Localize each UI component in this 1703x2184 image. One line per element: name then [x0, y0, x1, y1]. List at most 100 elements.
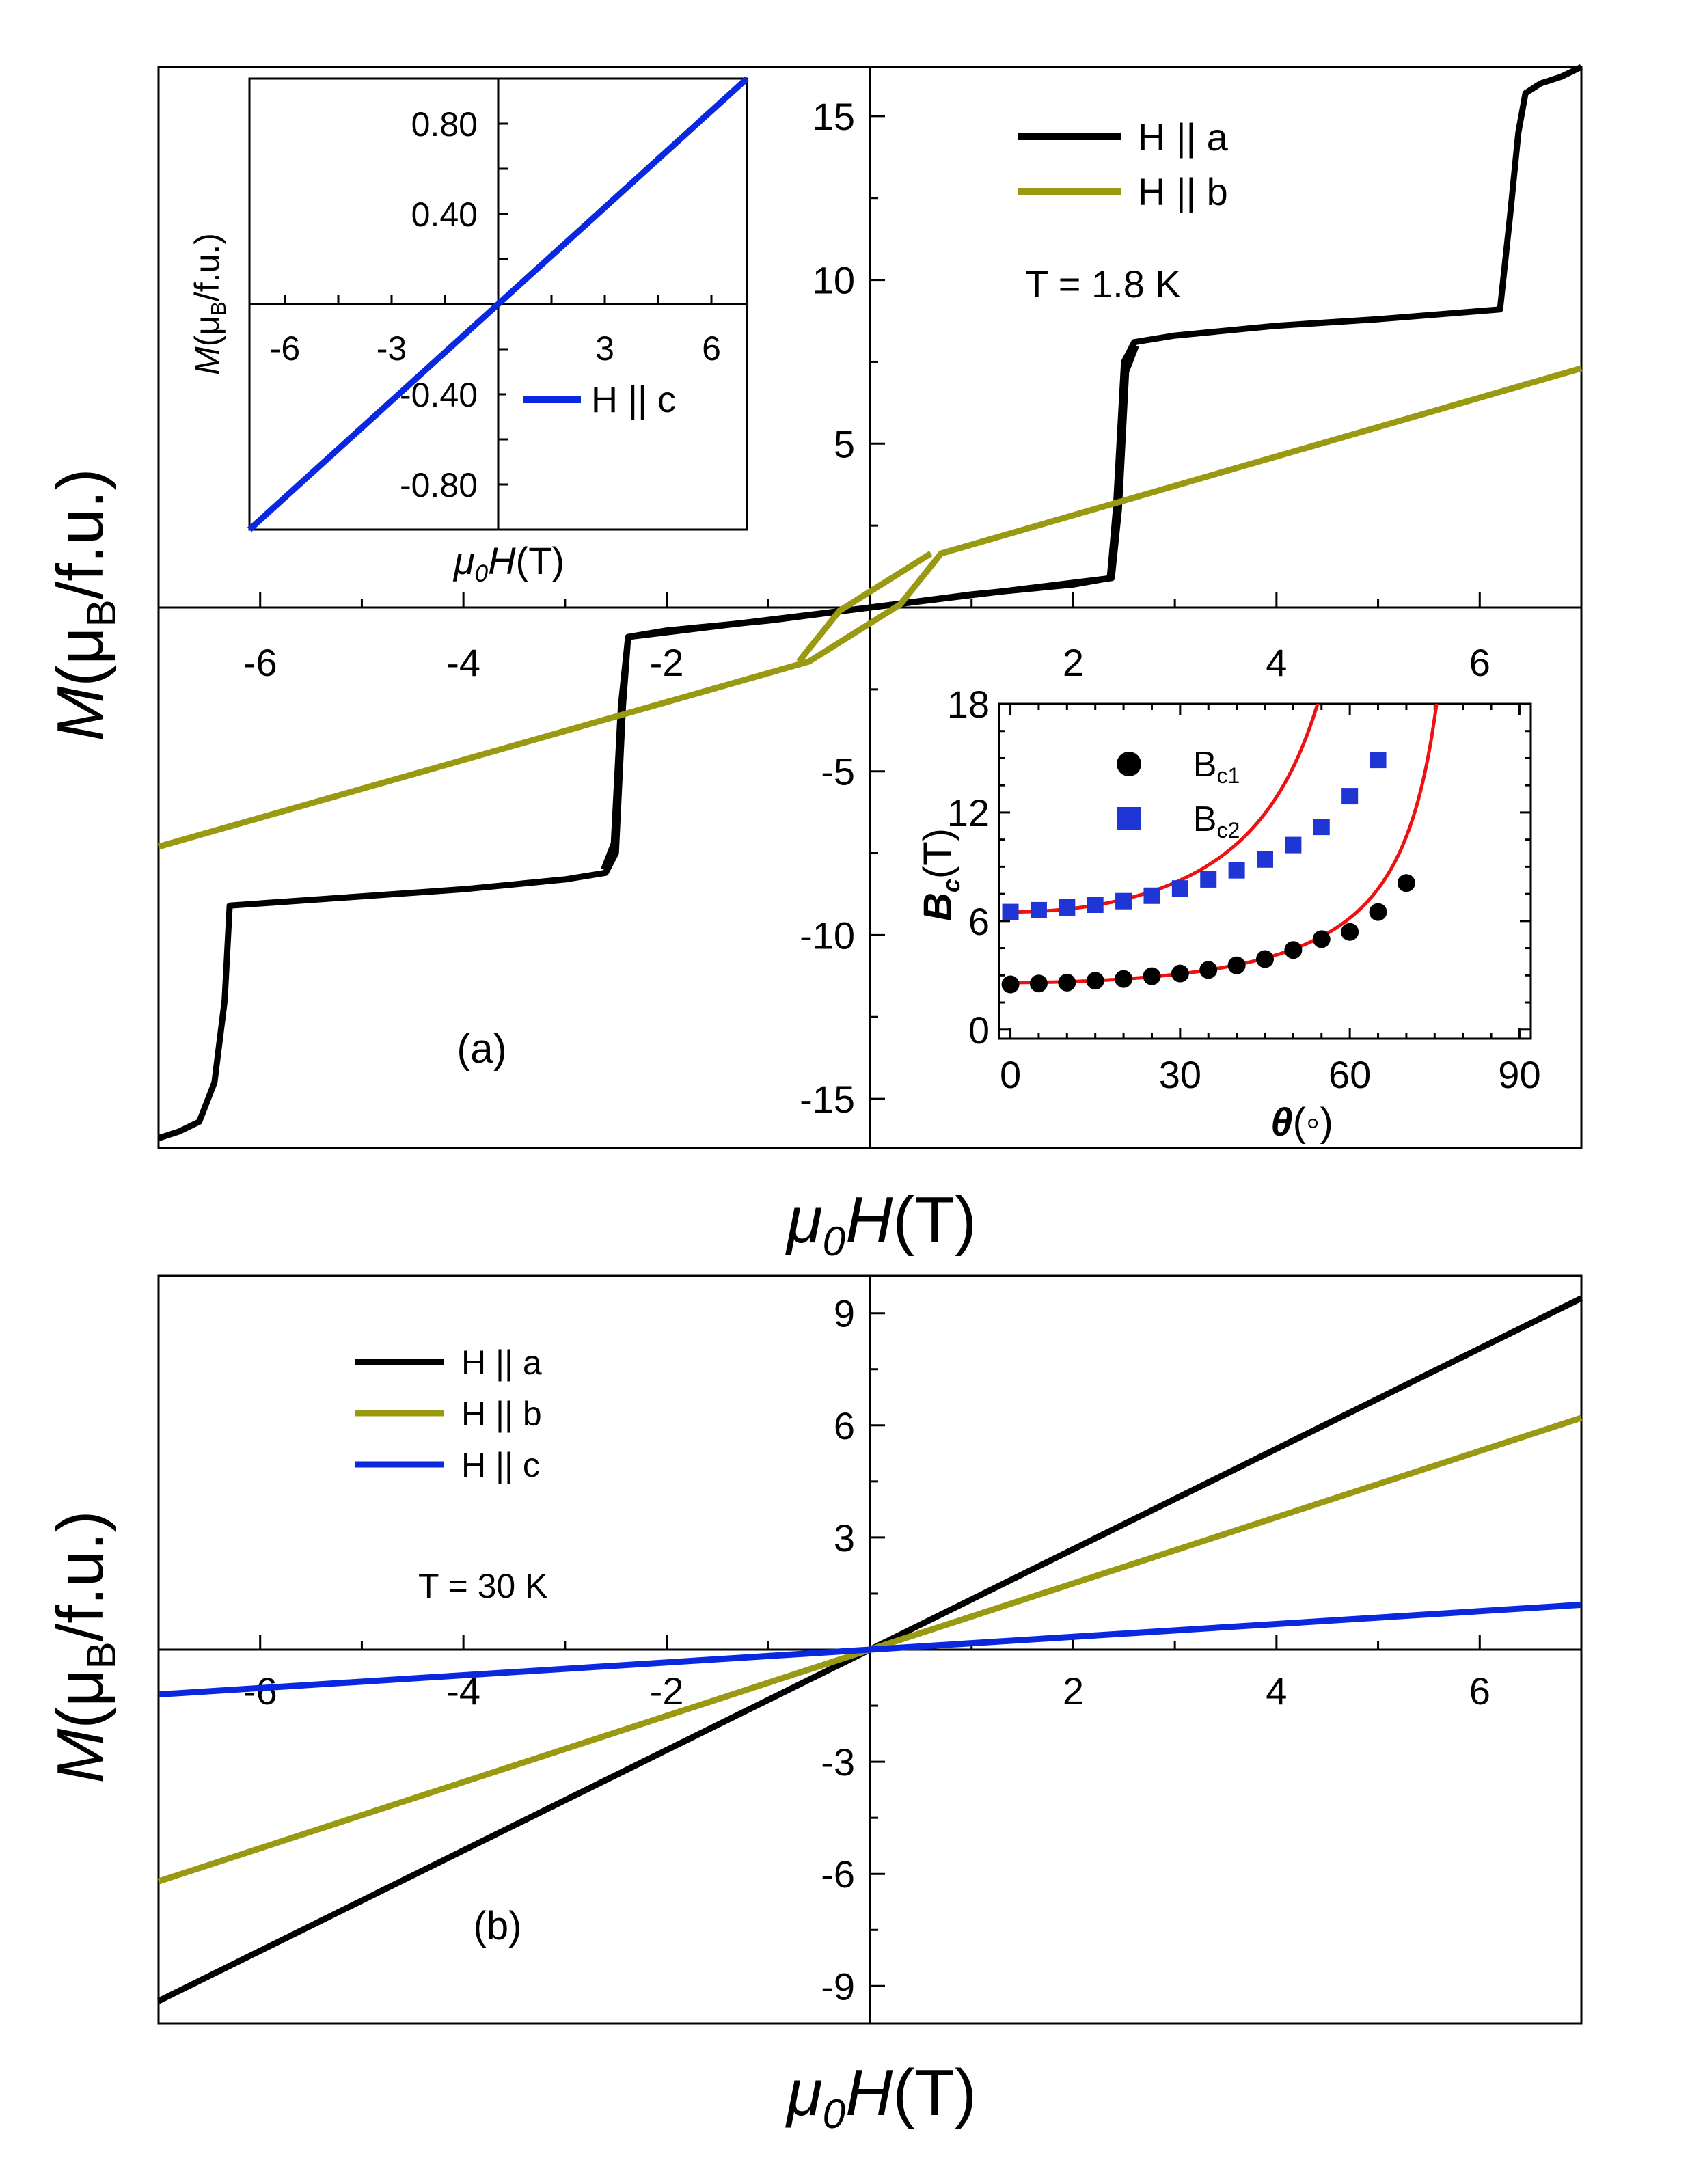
inset-c-x-tick-label: -6: [270, 329, 300, 368]
panel-b-series-2: [158, 1601, 1582, 1698]
panel-a-series-2: [157, 365, 1583, 850]
panel-b-y-axis-title: M(μB/f.u.): [44, 1510, 124, 1783]
panel-a-legend-label: H || b: [1138, 170, 1228, 213]
inset-bc-legend-label: Bc1: [1193, 745, 1240, 788]
panel-a-chart: -6 -4 -2 2 4 6 15 10 5 -5 -10 -15 H || a H || b T = 1.…: [44, 64, 1583, 1264]
inset-bc-point-c2: [1257, 851, 1273, 868]
inset-bc-legend-marker: [1117, 807, 1141, 830]
inset-bc-point-c1: [1029, 974, 1048, 993]
inset-c-y-tick-label: 0.40: [411, 195, 478, 234]
panel-a-series-1: [601, 344, 1139, 871]
inset-bc-frame: [998, 702, 1532, 1040]
panel-b-legend-label: H || b: [461, 1395, 542, 1433]
inset-bc-point-c2: [1143, 887, 1160, 904]
panel-b-x-axis-title: μ0H(T): [785, 2056, 977, 2137]
inset-bc-x-axis-title: θ(◦): [1270, 1100, 1333, 1145]
inset-bc-point-c2: [1285, 836, 1302, 854]
inset-bc-point-c2: [1171, 880, 1188, 897]
inset-bc-x-tick-label: 30: [1159, 1053, 1201, 1096]
inset-bc-legend-label: Bc2: [1193, 800, 1240, 843]
inset-bc-point-c1: [1001, 975, 1020, 994]
panel-a-x-tick-label: -2: [650, 641, 684, 684]
inset-bc-point-c2: [1228, 862, 1245, 879]
panel-a-y-axis-title: M(μB/f.u.): [44, 468, 124, 741]
inset-bc-point-c2: [1341, 788, 1359, 805]
panel-a-x-tick-label: -4: [446, 641, 480, 684]
panel-a-series-3: [796, 551, 933, 664]
inset-bc-point-c1: [1312, 930, 1331, 948]
inset-bc-chart: 0 30 60 90 0 6 12 18 Bc1 Bc2 θ(◦) Bc(T): [916, 683, 1541, 1145]
inset-bc-point-c1: [1199, 961, 1218, 979]
inset-bc-x-tick-label: 0: [1000, 1053, 1021, 1096]
panel-a-y-tick-label: 5: [834, 422, 855, 465]
inset-bc-point-c2: [1059, 899, 1076, 916]
inset-bc-point-c1: [1369, 903, 1387, 921]
inset-bc-point-c1: [1284, 941, 1303, 959]
panel-a-x-tick-label: 2: [1063, 641, 1084, 684]
panel-b-y-tick-label: -6: [821, 1853, 855, 1896]
inset-bc-y-tick-label: 6: [968, 900, 990, 943]
inset-c-x-tick-label: 3: [595, 329, 614, 368]
panel-a-y-tick-label: 15: [813, 95, 855, 138]
panel-b-y-tick-label: -9: [821, 1965, 855, 2008]
inset-c-x-tick-label: -3: [377, 329, 407, 368]
panel-a-temperature-label: T = 1.8 K: [1025, 262, 1181, 305]
panel-b-legend-label: H || a: [461, 1343, 542, 1382]
inset-c-chart: -6 -3 3 60.800.40-0.40-0.80H || cμ0H(T)M(μB…: [188, 76, 750, 587]
panel-a-x-tick-label: 6: [1469, 641, 1490, 684]
inset-c-legend-label: H || c: [591, 379, 676, 420]
panel-a-y-tick-label: 10: [813, 259, 855, 302]
panel-b-y-tick-label: 3: [834, 1516, 855, 1559]
inset-c-x-tick-label: 6: [702, 329, 721, 368]
panel-a-x-tick-label: 4: [1266, 641, 1287, 684]
panel-b-x-tick-label: 4: [1266, 1669, 1287, 1712]
inset-bc-point-c2: [1002, 903, 1019, 920]
panel-b-y-tick-label: 9: [834, 1292, 855, 1335]
inset-c-y-axis-title: M(μB/f.u.): [188, 233, 230, 375]
inset-bc-point-c2: [1200, 871, 1217, 888]
panel-a-x-axis-title: μ0H(T): [785, 1184, 977, 1264]
panel-b-label: (b): [474, 1904, 522, 1948]
inset-bc-point-c2: [1087, 897, 1104, 913]
inset-bc-legend-marker: [1117, 752, 1141, 776]
inset-bc-point-c2: [1115, 892, 1132, 910]
panel-a-y-tick-label: -10: [800, 914, 855, 957]
inset-bc-point-c1: [1171, 964, 1189, 983]
inset-c-y-tick-label: 0.80: [411, 105, 478, 144]
inset-bc-x-tick-label: 90: [1498, 1053, 1540, 1096]
inset-bc-point-c1: [1086, 972, 1104, 990]
inset-bc-x-tick-label: 60: [1329, 1053, 1371, 1096]
inset-bc-point-c1: [1227, 956, 1246, 974]
inset-bc-point-c2: [1030, 901, 1047, 918]
inset-bc-point-c1: [1341, 923, 1359, 941]
inset-bc-point-c2: [1313, 819, 1330, 836]
inset-bc-y-tick-label: 18: [947, 683, 990, 726]
inset-bc-point-c1: [1115, 970, 1133, 988]
panel-b-x-tick-label: 2: [1063, 1669, 1084, 1712]
inset-bc-point-c1: [1256, 950, 1274, 968]
panel-b-y-tick-label: 6: [834, 1404, 855, 1447]
panel-a-legend-label: H || a: [1138, 115, 1229, 159]
inset-bc-fit-curve-0: [1010, 704, 1439, 985]
panel-b-legend-label: H || c: [461, 1446, 540, 1484]
inset-c-y-tick-label: -0.80: [400, 466, 478, 504]
inset-bc-y-tick-label: 12: [947, 791, 990, 834]
panel-b-temperature-label: T = 30 K: [418, 1567, 547, 1605]
panel-a-label: (a): [457, 1026, 506, 1071]
panel-a-y-tick-label: -5: [821, 750, 855, 793]
inset-c-x-axis-title: μ0H(T): [452, 539, 564, 587]
panel-b-y-tick-label: -3: [821, 1741, 855, 1784]
panel-b-x-tick-label: 6: [1469, 1669, 1490, 1712]
panel-a-x-tick-label: -6: [243, 641, 277, 684]
inset-bc-point-c1: [1397, 874, 1415, 892]
panel-a-y-tick-label: -15: [800, 1078, 855, 1121]
inset-c-series-0: [247, 76, 750, 532]
inset-bc-point-c1: [1143, 967, 1161, 985]
panel-b-x-tick-label: -2: [650, 1669, 684, 1712]
inset-bc-y-tick-label: 0: [968, 1009, 990, 1052]
inset-bc-y-axis-title: Bc(T): [916, 828, 965, 921]
inset-bc-point-c1: [1058, 973, 1076, 992]
inset-bc-point-c2: [1370, 752, 1387, 769]
